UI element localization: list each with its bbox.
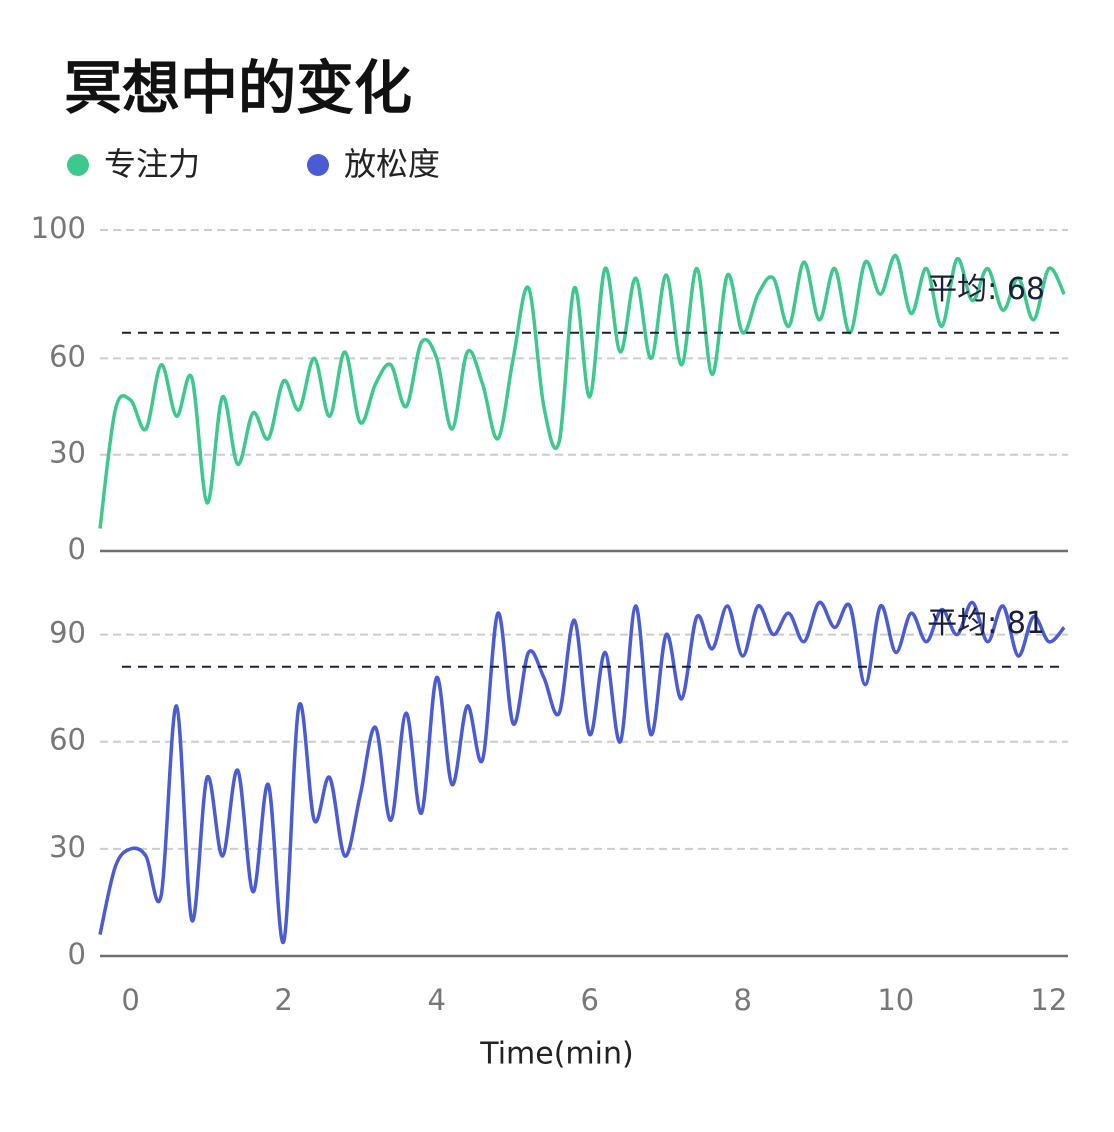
data-line <box>98 253 1066 529</box>
legend-label: 专注力 <box>104 145 200 183</box>
y-tick-label: 0 <box>68 937 86 971</box>
data-line <box>98 600 1066 944</box>
y-tick-label: 90 <box>49 616 86 650</box>
x-tick-label: 10 <box>877 983 914 1017</box>
x-tick-label: 6 <box>581 983 599 1017</box>
y-tick-label: 0 <box>68 532 86 566</box>
mean-label: 平均: 81 <box>927 606 1045 641</box>
x-axis-label: Time(min) <box>479 1037 633 1072</box>
mean-label: 平均: 68 <box>927 272 1045 307</box>
y-tick-label: 30 <box>49 436 86 470</box>
chart-title: 冥想中的变化 <box>64 54 412 122</box>
y-tick-label: 60 <box>49 339 86 373</box>
x-tick-label: 2 <box>274 983 292 1017</box>
y-tick-label: 60 <box>49 723 86 757</box>
legend-label: 放松度 <box>344 145 440 183</box>
y-tick-label: 100 <box>31 211 86 245</box>
x-tick-label: 4 <box>427 983 445 1017</box>
legend-dot <box>307 154 329 176</box>
legend-dot <box>67 154 89 176</box>
x-tick-label: 0 <box>121 983 139 1017</box>
x-tick-label: 8 <box>734 983 752 1017</box>
y-tick-label: 30 <box>49 830 86 864</box>
x-tick-label: 12 <box>1030 983 1067 1017</box>
